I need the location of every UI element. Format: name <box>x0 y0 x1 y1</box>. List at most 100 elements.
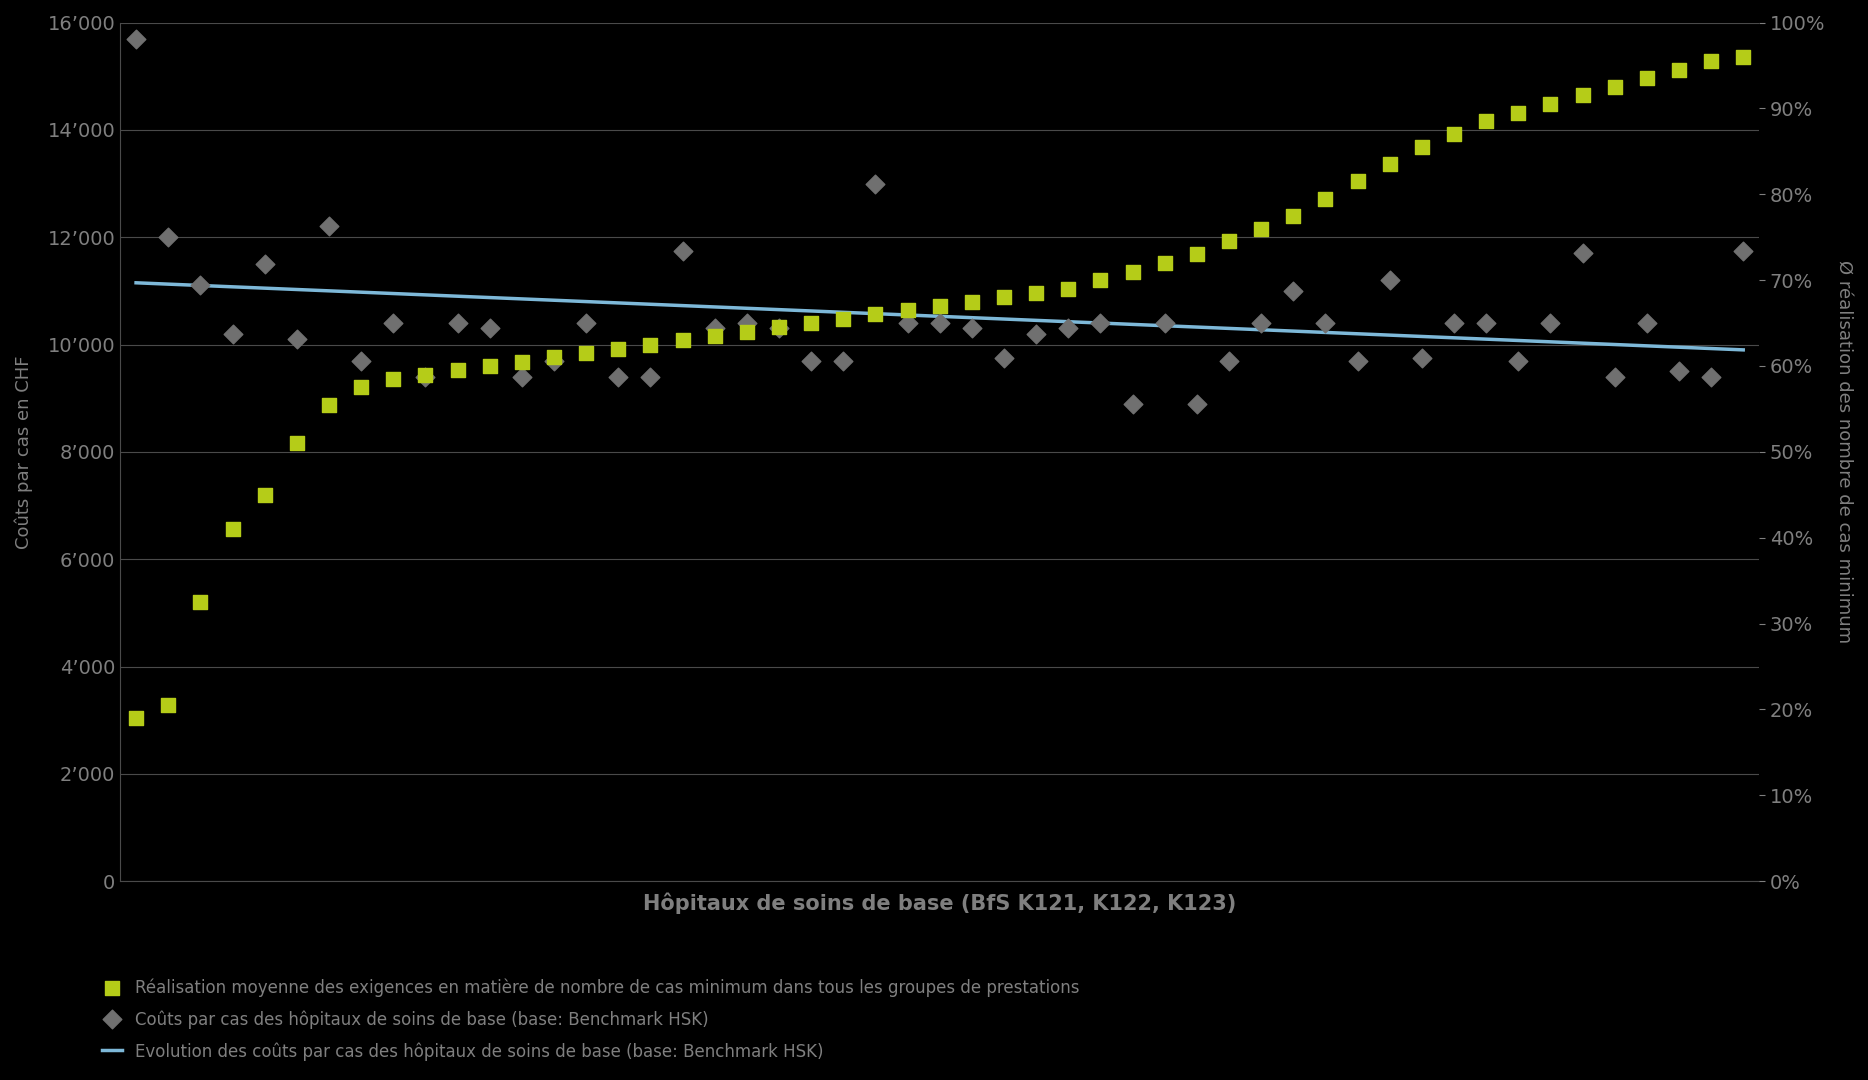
Réalisation moyenne des exigences en matière de nombre de cas minimum dans tous les groupes de prestations <box>603 340 633 357</box>
Réalisation moyenne des exigences en matière de nombre de cas minimum dans tous les groupes de prestations <box>1696 53 1726 70</box>
Coûts par cas des hôpitaux de soins de base (base: Benchmark HSK): (45, 1.04e+04): Benchmark HSK): (45, 1.04e+04) <box>1535 314 1565 332</box>
Réalisation moyenne des exigences en matière de nombre de cas minimum dans tous les groupes de prestations <box>1664 62 1694 79</box>
Coûts par cas des hôpitaux de soins de base (base: Benchmark HSK): (15, 1.04e+04): Benchmark HSK): (15, 1.04e+04) <box>572 314 601 332</box>
Réalisation moyenne des exigences en matière de nombre de cas minimum dans tous les groupes de prestations <box>1311 190 1341 207</box>
Réalisation moyenne des exigences en matière de nombre de cas minimum dans tous les groupes de prestations <box>379 370 409 388</box>
Réalisation moyenne des exigences en matière de nombre de cas minimum dans tous les groupes de prestations <box>217 521 247 538</box>
Coûts par cas des hôpitaux de soins de base (base: Benchmark HSK): (16, 9.4e+03): Benchmark HSK): (16, 9.4e+03) <box>603 368 633 386</box>
Réalisation moyenne des exigences en matière de nombre de cas minimum dans tous les groupes de prestations <box>1438 125 1468 143</box>
Coûts par cas des hôpitaux de soins de base (base: Benchmark HSK): (30, 1.03e+04): Benchmark HSK): (30, 1.03e+04) <box>1054 320 1083 337</box>
Réalisation moyenne des exigences en matière de nombre de cas minimum dans tous les groupes de prestations <box>1117 262 1147 280</box>
Coûts par cas des hôpitaux de soins de base (base: Benchmark HSK): (13, 9.4e+03): Benchmark HSK): (13, 9.4e+03) <box>506 368 536 386</box>
Réalisation moyenne des exigences en matière de nombre de cas minimum dans tous les groupes de prestations <box>1085 271 1115 288</box>
Coûts par cas des hôpitaux de soins de base (base: Benchmark HSK): (39, 9.7e+03): Benchmark HSK): (39, 9.7e+03) <box>1343 352 1373 369</box>
Coûts par cas des hôpitaux de soins de base (base: Benchmark HSK): (47, 9.4e+03): Benchmark HSK): (47, 9.4e+03) <box>1599 368 1629 386</box>
Réalisation moyenne des exigences en matière de nombre de cas minimum dans tous les groupes de prestations <box>893 301 923 319</box>
Coûts par cas des hôpitaux de soins de base (base: Benchmark HSK): (37, 1.1e+04): Benchmark HSK): (37, 1.1e+04) <box>1278 282 1308 299</box>
Réalisation moyenne des exigences en matière de nombre de cas minimum dans tous les groupes de prestations <box>988 288 1018 306</box>
Coûts par cas des hôpitaux de soins de base (base: Benchmark HSK): (14, 9.7e+03): Benchmark HSK): (14, 9.7e+03) <box>540 352 570 369</box>
Réalisation moyenne des exigences en matière de nombre de cas minimum dans tous les groupes de prestations <box>1214 233 1244 251</box>
Coûts par cas des hôpitaux de soins de base (base: Benchmark HSK): (40, 1.12e+04): Benchmark HSK): (40, 1.12e+04) <box>1375 271 1405 288</box>
Réalisation moyenne des exigences en matière de nombre de cas minimum dans tous les groupes de prestations <box>1246 220 1276 238</box>
Réalisation moyenne des exigences en matière de nombre de cas minimum dans tous les groupes de prestations <box>1728 49 1758 66</box>
Coûts par cas des hôpitaux de soins de base (base: Benchmark HSK): (2, 1.2e+04): Benchmark HSK): (2, 1.2e+04) <box>153 229 183 246</box>
Réalisation moyenne des exigences en matière de nombre de cas minimum dans tous les groupes de prestations <box>1022 284 1052 301</box>
Réalisation moyenne des exigences en matière de nombre de cas minimum dans tous les groupes de prestations <box>1504 104 1534 121</box>
Y-axis label: Coûts par cas en CHF: Coûts par cas en CHF <box>15 355 34 549</box>
Réalisation moyenne des exigences en matière de nombre de cas minimum dans tous les groupes de prestations <box>185 594 215 611</box>
Coûts par cas des hôpitaux de soins de base (base: Benchmark HSK): (26, 1.04e+04): Benchmark HSK): (26, 1.04e+04) <box>925 314 955 332</box>
Coûts par cas des hôpitaux de soins de base (base: Benchmark HSK): (51, 1.18e+04): Benchmark HSK): (51, 1.18e+04) <box>1728 242 1758 259</box>
Réalisation moyenne des exigences en matière de nombre de cas minimum dans tous les groupes de prestations <box>1278 207 1308 225</box>
Réalisation moyenne des exigences en matière de nombre de cas minimum dans tous les groupes de prestations <box>635 336 665 353</box>
Coûts par cas des hôpitaux de soins de base (base: Benchmark HSK): (32, 8.9e+03): Benchmark HSK): (32, 8.9e+03) <box>1117 395 1147 413</box>
Coûts par cas des hôpitaux de soins de base (base: Benchmark HSK): (18, 1.18e+04): Benchmark HSK): (18, 1.18e+04) <box>667 242 697 259</box>
Réalisation moyenne des exigences en matière de nombre de cas minimum dans tous les groupes de prestations <box>1149 254 1179 271</box>
Réalisation moyenne des exigences en matière de nombre de cas minimum dans tous les groupes de prestations <box>153 697 183 714</box>
Coûts par cas des hôpitaux de soins de base (base: Benchmark HSK): (41, 9.75e+03): Benchmark HSK): (41, 9.75e+03) <box>1407 349 1436 366</box>
Coûts par cas des hôpitaux de soins de base (base: Benchmark HSK): (10, 9.4e+03): Benchmark HSK): (10, 9.4e+03) <box>411 368 441 386</box>
Réalisation moyenne des exigences en matière de nombre de cas minimum dans tous les groupes de prestations <box>1535 95 1565 112</box>
Coûts par cas des hôpitaux de soins de base (base: Benchmark HSK): (24, 1.3e+04): Benchmark HSK): (24, 1.3e+04) <box>861 175 891 192</box>
Réalisation moyenne des exigences en matière de nombre de cas minimum dans tous les groupes de prestations <box>700 327 730 345</box>
Coûts par cas des hôpitaux de soins de base (base: Benchmark HSK): (19, 1.03e+04): Benchmark HSK): (19, 1.03e+04) <box>700 320 730 337</box>
Coûts par cas des hôpitaux de soins de base (base: Benchmark HSK): (9, 1.04e+04): Benchmark HSK): (9, 1.04e+04) <box>379 314 409 332</box>
Coûts par cas des hôpitaux de soins de base (base: Benchmark HSK): (1, 1.57e+04): Benchmark HSK): (1, 1.57e+04) <box>121 30 151 48</box>
Réalisation moyenne des exigences en matière de nombre de cas minimum dans tous les groupes de prestations <box>443 362 473 379</box>
Coûts par cas des hôpitaux de soins de base (base: Benchmark HSK): (36, 1.04e+04): Benchmark HSK): (36, 1.04e+04) <box>1246 314 1276 332</box>
Réalisation moyenne des exigences en matière de nombre de cas minimum dans tous les groupes de prestations <box>861 306 891 323</box>
Réalisation moyenne des exigences en matière de nombre de cas minimum dans tous les groupes de prestations <box>1407 138 1436 156</box>
Réalisation moyenne des exigences en matière de nombre de cas minimum dans tous les groupes de prestations <box>474 357 504 375</box>
Coûts par cas des hôpitaux de soins de base (base: Benchmark HSK): (31, 1.04e+04): Benchmark HSK): (31, 1.04e+04) <box>1085 314 1115 332</box>
Coûts par cas des hôpitaux de soins de base (base: Benchmark HSK): (4, 1.02e+04): Benchmark HSK): (4, 1.02e+04) <box>217 325 247 342</box>
Coûts par cas des hôpitaux de soins de base (base: Benchmark HSK): (28, 9.75e+03): Benchmark HSK): (28, 9.75e+03) <box>988 349 1018 366</box>
Coûts par cas des hôpitaux de soins de base (base: Benchmark HSK): (3, 1.11e+04): Benchmark HSK): (3, 1.11e+04) <box>185 276 215 294</box>
Coûts par cas des hôpitaux de soins de base (base: Benchmark HSK): (29, 1.02e+04): Benchmark HSK): (29, 1.02e+04) <box>1022 325 1052 342</box>
Coûts par cas des hôpitaux de soins de base (base: Benchmark HSK): (43, 1.04e+04): Benchmark HSK): (43, 1.04e+04) <box>1472 314 1502 332</box>
Réalisation moyenne des exigences en matière de nombre de cas minimum dans tous les groupes de prestations <box>925 297 955 314</box>
Réalisation moyenne des exigences en matière de nombre de cas minimum dans tous les groupes de prestations <box>1633 70 1663 87</box>
X-axis label: Hôpitaux de soins de base (BfS K121, K122, K123): Hôpitaux de soins de base (BfS K121, K12… <box>643 892 1237 914</box>
Réalisation moyenne des exigences en matière de nombre de cas minimum dans tous les groupes de prestations <box>828 310 857 327</box>
Coûts par cas des hôpitaux de soins de base (base: Benchmark HSK): (33, 1.04e+04): Benchmark HSK): (33, 1.04e+04) <box>1149 314 1179 332</box>
Coûts par cas des hôpitaux de soins de base (base: Benchmark HSK): (27, 1.03e+04): Benchmark HSK): (27, 1.03e+04) <box>956 320 986 337</box>
Coûts par cas des hôpitaux de soins de base (base: Benchmark HSK): (20, 1.04e+04): Benchmark HSK): (20, 1.04e+04) <box>732 314 762 332</box>
Réalisation moyenne des exigences en matière de nombre de cas minimum dans tous les groupes de prestations <box>1375 156 1405 173</box>
Coûts par cas des hôpitaux de soins de base (base: Benchmark HSK): (38, 1.04e+04): Benchmark HSK): (38, 1.04e+04) <box>1311 314 1341 332</box>
Coûts par cas des hôpitaux de soins de base (base: Benchmark HSK): (46, 1.17e+04): Benchmark HSK): (46, 1.17e+04) <box>1567 245 1597 262</box>
Coûts par cas des hôpitaux de soins de base (base: Benchmark HSK): (44, 9.7e+03): Benchmark HSK): (44, 9.7e+03) <box>1504 352 1534 369</box>
Coûts par cas des hôpitaux de soins de base (base: Benchmark HSK): (25, 1.04e+04): Benchmark HSK): (25, 1.04e+04) <box>893 314 923 332</box>
Réalisation moyenne des exigences en matière de nombre de cas minimum dans tous les groupes de prestations <box>667 332 697 349</box>
Coûts par cas des hôpitaux de soins de base (base: Benchmark HSK): (12, 1.03e+04): Benchmark HSK): (12, 1.03e+04) <box>474 320 504 337</box>
Coûts par cas des hôpitaux de soins de base (base: Benchmark HSK): (21, 1.03e+04): Benchmark HSK): (21, 1.03e+04) <box>764 320 794 337</box>
Réalisation moyenne des exigences en matière de nombre de cas minimum dans tous les groupes de prestations <box>732 323 762 340</box>
Coûts par cas des hôpitaux de soins de base (base: Benchmark HSK): (11, 1.04e+04): Benchmark HSK): (11, 1.04e+04) <box>443 314 473 332</box>
Réalisation moyenne des exigences en matière de nombre de cas minimum dans tous les groupes de prestations <box>1054 280 1083 297</box>
Coûts par cas des hôpitaux de soins de base (base: Benchmark HSK): (6, 1.01e+04): Benchmark HSK): (6, 1.01e+04) <box>282 330 312 348</box>
Réalisation moyenne des exigences en matière de nombre de cas minimum dans tous les groupes de prestations <box>572 345 601 362</box>
Coûts par cas des hôpitaux de soins de base (base: Benchmark HSK): (22, 9.7e+03): Benchmark HSK): (22, 9.7e+03) <box>796 352 826 369</box>
Coûts par cas des hôpitaux de soins de base (base: Benchmark HSK): (35, 9.7e+03): Benchmark HSK): (35, 9.7e+03) <box>1214 352 1244 369</box>
Y-axis label: Ø réalisation des nombre de cas minimum: Ø réalisation des nombre de cas minimum <box>1834 260 1853 644</box>
Réalisation moyenne des exigences en matière de nombre de cas minimum dans tous les groupes de prestations <box>1343 173 1373 190</box>
Réalisation moyenne des exigences en matière de nombre de cas minimum dans tous les groupes de prestations <box>956 293 986 310</box>
Coûts par cas des hôpitaux de soins de base (base: Benchmark HSK): (23, 9.7e+03): Benchmark HSK): (23, 9.7e+03) <box>828 352 857 369</box>
Coûts par cas des hôpitaux de soins de base (base: Benchmark HSK): (42, 1.04e+04): Benchmark HSK): (42, 1.04e+04) <box>1438 314 1468 332</box>
Legend: Réalisation moyenne des exigences en matière de nombre de cas minimum dans tous : Réalisation moyenne des exigences en mat… <box>101 978 1080 1061</box>
Réalisation moyenne des exigences en matière de nombre de cas minimum dans tous les groupes de prestations <box>1567 86 1597 104</box>
Coûts par cas des hôpitaux de soins de base (base: Benchmark HSK): (34, 8.9e+03): Benchmark HSK): (34, 8.9e+03) <box>1182 395 1212 413</box>
Coûts par cas des hôpitaux de soins de base (base: Benchmark HSK): (48, 1.04e+04): Benchmark HSK): (48, 1.04e+04) <box>1633 314 1663 332</box>
Coûts par cas des hôpitaux de soins de base (base: Benchmark HSK): (17, 9.4e+03): Benchmark HSK): (17, 9.4e+03) <box>635 368 665 386</box>
Réalisation moyenne des exigences en matière de nombre de cas minimum dans tous les groupes de prestations <box>314 396 344 414</box>
Réalisation moyenne des exigences en matière de nombre de cas minimum dans tous les groupes de prestations <box>282 434 312 451</box>
Réalisation moyenne des exigences en matière de nombre de cas minimum dans tous les groupes de prestations <box>796 314 826 332</box>
Réalisation moyenne des exigences en matière de nombre de cas minimum dans tous les groupes de prestations <box>506 353 536 370</box>
Coûts par cas des hôpitaux de soins de base (base: Benchmark HSK): (50, 9.4e+03): Benchmark HSK): (50, 9.4e+03) <box>1696 368 1726 386</box>
Coûts par cas des hôpitaux de soins de base (base: Benchmark HSK): (8, 9.7e+03): Benchmark HSK): (8, 9.7e+03) <box>346 352 375 369</box>
Réalisation moyenne des exigences en matière de nombre de cas minimum dans tous les groupes de prestations <box>250 486 280 503</box>
Réalisation moyenne des exigences en matière de nombre de cas minimum dans tous les groupes de prestations <box>1182 246 1212 264</box>
Réalisation moyenne des exigences en matière de nombre de cas minimum dans tous les groupes de prestations <box>1472 112 1502 130</box>
Coûts par cas des hôpitaux de soins de base (base: Benchmark HSK): (7, 1.22e+04): Benchmark HSK): (7, 1.22e+04) <box>314 218 344 235</box>
Réalisation moyenne des exigences en matière de nombre de cas minimum dans tous les groupes de prestations <box>540 349 570 366</box>
Coûts par cas des hôpitaux de soins de base (base: Benchmark HSK): (5, 1.15e+04): Benchmark HSK): (5, 1.15e+04) <box>250 255 280 272</box>
